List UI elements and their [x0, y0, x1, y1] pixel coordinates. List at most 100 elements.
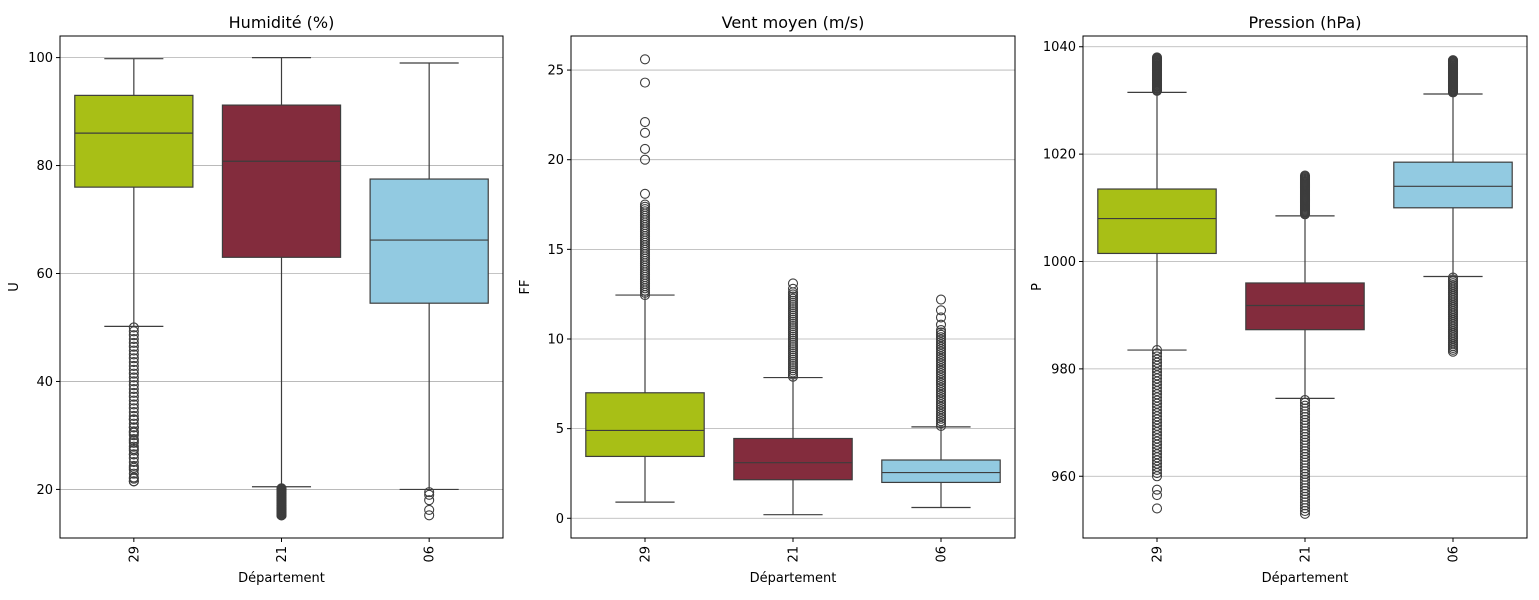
- outlier-point: [935, 382, 947, 393]
- x-axis-label: Département: [750, 571, 837, 586]
- outlier-point: [639, 143, 651, 154]
- iqr-box: [369, 178, 489, 304]
- outlier-point: [639, 54, 651, 65]
- x-tick-label: 21: [1299, 546, 1314, 563]
- outlier-point: [1151, 484, 1163, 495]
- y-tick-label: 10: [547, 332, 564, 347]
- outlier-point: [935, 327, 947, 338]
- box-21: [733, 278, 853, 516]
- box-06: [369, 62, 489, 521]
- box-29: [1097, 52, 1217, 514]
- y-tick-label: 1040: [1043, 40, 1076, 55]
- outlier-point: [935, 332, 947, 343]
- y-tick-label: 20: [36, 483, 53, 498]
- outlier-point: [128, 372, 139, 383]
- outlier-point: [424, 487, 435, 498]
- x-tick-label: 29: [639, 546, 654, 563]
- outlier-point: [276, 483, 287, 494]
- box-06: [1393, 55, 1513, 357]
- outlier-point: [128, 376, 139, 387]
- chart-panel-3: 960 980 1000 1020 1040 29 21 06 Pression (hPa) Dé…: [1030, 13, 1528, 586]
- outlier-point: [128, 468, 139, 479]
- x-axis-label: Département: [238, 571, 325, 586]
- iqr-box: [733, 437, 853, 481]
- outlier-point: [424, 510, 435, 521]
- outlier-point: [787, 283, 799, 294]
- iqr-box: [1245, 282, 1365, 331]
- outlier-point: [128, 337, 139, 348]
- x-axis-label: Département: [1262, 571, 1349, 586]
- y-tick-label: 100: [28, 51, 53, 66]
- outlier-point: [935, 319, 947, 330]
- outlier-point: [935, 406, 947, 417]
- outlier-point: [935, 418, 947, 429]
- x-tick-label: 06: [423, 546, 438, 563]
- outlier-point: [639, 77, 651, 88]
- outlier-point: [935, 380, 947, 391]
- iqr-box: [1097, 188, 1217, 255]
- outlier-point: [128, 410, 139, 421]
- y-tick-label: 80: [36, 159, 53, 174]
- outlier-point: [128, 391, 139, 402]
- iqr-box: [74, 94, 194, 188]
- chart-panel-2: 0 5 10 15 20 25 29 21 06 Vent moyen (m/s) Départem…: [518, 13, 1016, 586]
- outlier-point: [935, 389, 947, 400]
- y-tick-label: 0: [556, 512, 564, 527]
- outlier-point: [128, 395, 139, 406]
- iqr-box: [1393, 161, 1513, 209]
- outlier-point: [128, 345, 139, 356]
- outlier-point: [128, 407, 139, 418]
- iqr-box: [585, 392, 705, 458]
- outlier-point: [935, 408, 947, 420]
- outlier-point: [128, 333, 139, 345]
- x-tick-label: 06: [935, 546, 950, 563]
- plot-frame: [1082, 35, 1528, 539]
- box-21: [221, 56, 342, 521]
- x-tick-label: 06: [1447, 546, 1462, 563]
- outlier-point: [935, 334, 947, 345]
- outlier-point: [935, 392, 947, 403]
- outlier-point: [639, 188, 651, 199]
- outlier-point: [1299, 400, 1311, 411]
- outlier-point: [639, 199, 651, 210]
- outlier-point: [935, 365, 947, 376]
- outlier-point: [1299, 170, 1311, 181]
- outlier-point: [128, 462, 139, 473]
- y-tick-label: 980: [1051, 362, 1076, 377]
- chart-title: Vent moyen (m/s): [722, 13, 865, 32]
- plot-frame: [59, 35, 504, 539]
- y-tick-label: 60: [36, 267, 53, 282]
- outlier-point: [1151, 351, 1163, 362]
- iqr-box: [221, 104, 342, 258]
- outlier-point: [935, 353, 947, 364]
- y-tick-label: 1000: [1043, 255, 1076, 270]
- outlier-point: [935, 399, 947, 410]
- outlier-point: [1151, 489, 1163, 501]
- outlier-point: [935, 411, 947, 422]
- chart-panel-1: 20 40 60 80 100 29 21 06 Humidité (%) Département…: [7, 13, 504, 586]
- outlier-point: [935, 360, 947, 372]
- x-tick-label: 21: [275, 546, 290, 563]
- outlier-point: [935, 372, 947, 384]
- outlier-point: [424, 504, 435, 515]
- outlier-point: [128, 326, 139, 337]
- y-tick-label: 20: [547, 153, 564, 168]
- outlier-point: [424, 495, 435, 506]
- outlier-point: [128, 353, 139, 364]
- outlier-point: [1151, 348, 1163, 359]
- box-21: [1245, 170, 1365, 519]
- outlier-point: [128, 476, 139, 487]
- outlier-point: [128, 422, 139, 433]
- outlier-point: [128, 330, 139, 341]
- outlier-point: [935, 384, 947, 396]
- outlier-point: [128, 383, 139, 395]
- box-29: [585, 54, 705, 503]
- outlier-point: [639, 127, 651, 138]
- y-tick-label: 25: [547, 64, 564, 79]
- outlier-point: [935, 416, 947, 427]
- outlier-point: [1151, 503, 1163, 514]
- outlier-point: [128, 435, 139, 446]
- y-axis-label: P: [1030, 283, 1045, 291]
- y-tick-label: 5: [556, 422, 564, 437]
- y-tick-label: 1020: [1043, 148, 1076, 163]
